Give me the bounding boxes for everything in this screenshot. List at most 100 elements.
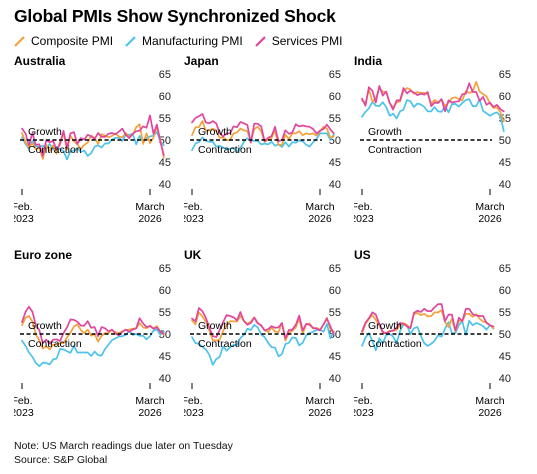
x-label-start-year: 2023 [354,407,374,418]
y-tick-label: 65 [159,263,171,275]
services-pmi-line [21,114,165,157]
manufacturing-pmi-line [361,319,495,352]
panel-plot: 404550556065GrowthContractionFeb.2023Mar… [184,69,341,224]
y-tick-label: 45 [159,351,171,363]
y-tick-label: 45 [329,157,341,169]
y-tick-label: 55 [329,307,341,319]
x-label-start-month: Feb. [14,201,33,213]
x-label-end-month: March [475,395,504,407]
manufacturing-line-icon [125,35,136,47]
y-tick-label: 40 [159,373,171,385]
footnote: Note: US March readings due later on Tue… [14,440,233,452]
services-pmi-line [21,305,165,345]
panel-plot: 404550556065GrowthContractionFeb.2023Mar… [354,69,511,224]
panel-title: Australia [14,54,66,68]
y-tick-label: 65 [499,263,511,275]
panel-plot: 404550556065GrowthContractionFeb.2023Mar… [354,263,511,418]
panel-title: Japan [184,54,219,68]
y-tick-label: 60 [329,91,341,103]
growth-label: Growth [28,126,62,138]
panel-japan: Japan 404550556065GrowthContractionFeb.2… [184,54,356,224]
y-tick-label: 45 [499,157,511,169]
legend-item-services: Services PMI [254,34,343,48]
manufacturing-pmi-line [191,323,335,366]
composite-pmi-line [21,315,165,351]
x-label-start-month: Feb. [184,201,203,213]
panel-india: India 404550556065GrowthContractionFeb.2… [354,54,526,224]
y-tick-label: 40 [329,179,341,191]
panel-plot: 404550556065GrowthContractionFeb.2023Mar… [184,263,341,418]
y-tick-label: 65 [329,69,341,81]
panel-plot: 404550556065GrowthContractionFeb.2023Mar… [14,69,171,224]
x-label-start-year: 2023 [14,213,34,224]
legend-label-composite: Composite PMI [31,34,114,48]
x-label-start-month: Feb. [184,395,203,407]
y-tick-label: 55 [159,113,171,125]
y-tick-label: 45 [499,351,511,363]
x-label-start-year: 2023 [14,407,34,418]
services-line-icon [254,35,266,47]
x-label-start-month: Feb. [14,395,33,407]
panel-plot: 404550556065GrowthContractionFeb.2023Mar… [14,263,171,418]
x-label-end-month: March [475,201,504,213]
x-label-start-year: 2023 [354,213,374,224]
chart-title: Global PMIs Show Synchronized Shock [14,6,336,26]
y-tick-label: 55 [329,113,341,125]
x-label-end-month: March [305,395,334,407]
x-label-end-month: March [135,395,164,407]
x-label-end-year: 2026 [308,407,332,418]
panel-uk: UK 40 45 50 55 60 65 Growth Contraction Feb.2023… [184,248,356,418]
growth-label: Growth [198,126,232,138]
x-label-end-year: 2026 [138,213,162,224]
y-tick-label: 65 [159,69,171,81]
panel-euro-zone: Euro zone 40 45 50 55 60 65 Growth Contraction F… [14,248,186,418]
y-tick-label: 40 [159,179,171,191]
contraction-label: Contraction [198,338,252,350]
y-tick-label: 45 [329,351,341,363]
services-pmi-line [191,307,335,340]
panel-australia: Australia 40 45 50 55 60 65 Growth Contraction F… [14,54,186,224]
contraction-label: Contraction [28,144,82,156]
y-tick-label: 65 [329,263,341,275]
panel-title: Euro zone [14,248,73,262]
legend: Composite PMI Manufacturing PMI Services… [14,33,354,49]
y-tick-label: 50 [329,329,341,341]
y-tick-label: 50 [499,329,511,341]
y-tick-label: 60 [159,285,171,297]
panel-title: India [354,54,383,68]
source-note: Source: S&P Global [14,454,108,466]
y-tick-label: 60 [329,285,341,297]
x-label-end-year: 2026 [308,213,332,224]
panel-title: US [354,248,371,262]
growth-label: Growth [368,320,402,332]
y-tick-label: 65 [499,69,511,81]
legend-item-composite: Composite PMI [14,34,113,48]
growth-label: Growth [368,126,402,138]
y-tick-label: 40 [329,373,341,385]
y-tick-label: 60 [159,91,171,103]
panel-title: UK [184,248,202,262]
manufacturing-pmi-line [21,328,165,367]
legend-label-manufacturing: Manufacturing PMI [142,34,243,48]
x-label-start-year: 2023 [184,407,204,418]
legend-item-manufacturing: Manufacturing PMI [125,34,243,48]
x-label-start-month: Feb. [354,395,373,407]
x-label-end-month: March [135,201,164,213]
y-tick-label: 40 [499,373,511,385]
x-label-end-year: 2026 [138,407,162,418]
y-tick-label: 40 [499,179,511,191]
contraction-label: Contraction [368,144,422,156]
panel-us: US 40 45 50 55 60 65 Growth Contraction Feb.2023… [354,248,526,418]
composite-pmi-line [21,123,165,160]
y-tick-label: 60 [499,91,511,103]
x-label-end-month: March [305,201,334,213]
x-label-start-year: 2023 [184,213,204,224]
growth-label: Growth [28,320,62,332]
y-tick-label: 55 [499,307,511,319]
services-pmi-line [191,113,335,144]
x-label-end-year: 2026 [478,213,502,224]
y-tick-label: 50 [499,135,511,147]
manufacturing-pmi-line [191,132,335,154]
x-label-end-year: 2026 [478,407,502,418]
legend-label-services: Services PMI [271,34,343,48]
